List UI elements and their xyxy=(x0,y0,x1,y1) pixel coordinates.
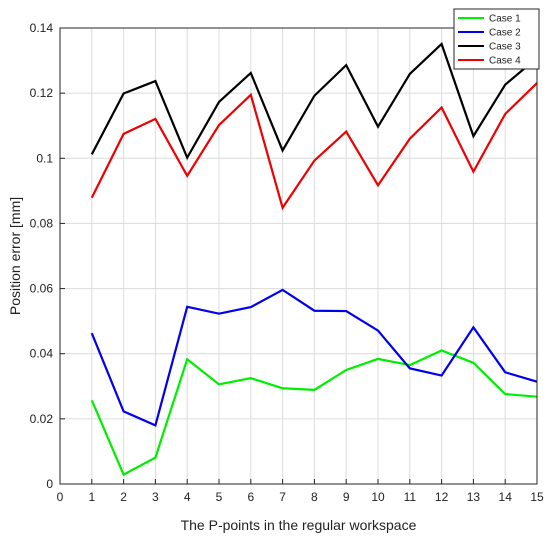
x-tick-label: 6 xyxy=(247,490,254,504)
legend-label: Case 2 xyxy=(489,28,521,39)
legend: Case 1 Case 2 Case 3 Case 4 xyxy=(453,8,540,70)
x-tick-label: 2 xyxy=(120,490,127,504)
x-tick-label: 1 xyxy=(88,490,95,504)
y-tick-label: 0.02 xyxy=(30,412,54,426)
x-tick-label: 8 xyxy=(311,490,318,504)
axis-ticks: 0 1 2 3 4 5 6 7 8 9 10 11 12 13 14 1500.020.040.060.080… xyxy=(30,21,544,504)
series-line xyxy=(90,41,538,161)
legend-label: Case 1 xyxy=(489,14,521,25)
y-tick-label: 0.08 xyxy=(30,216,54,230)
x-tick-label: 12 xyxy=(435,490,449,504)
x-tick-label: 15 xyxy=(530,490,544,504)
y-axis-label: Position error [mm] xyxy=(7,197,23,315)
x-tick-label: 0 xyxy=(57,490,64,504)
x-tick-label: 11 xyxy=(404,490,417,504)
x-tick-label: 10 xyxy=(371,490,385,504)
x-tick-label: 9 xyxy=(343,490,350,504)
x-tick-label: 4 xyxy=(184,490,191,504)
legend-label: Case 4 xyxy=(489,56,521,67)
series-line xyxy=(90,349,538,477)
legend-label: Case 3 xyxy=(489,42,521,53)
plot-frame xyxy=(59,27,538,485)
grid xyxy=(60,28,537,484)
series-line xyxy=(90,288,538,427)
x-tick-label: 14 xyxy=(499,490,513,504)
series-group xyxy=(90,41,538,477)
y-tick-label: 0.14 xyxy=(30,21,54,35)
y-tick-label: 0.12 xyxy=(30,86,54,100)
y-tick-label: 0.04 xyxy=(30,347,54,361)
y-tick-label: 0.06 xyxy=(30,282,54,296)
series-line xyxy=(90,82,538,211)
x-tick-label: 3 xyxy=(152,490,159,504)
y-tick-label: 0.1 xyxy=(36,151,53,165)
x-tick-label: 7 xyxy=(279,490,286,504)
x-tick-label: 5 xyxy=(216,490,223,504)
x-tick-label: 13 xyxy=(467,490,481,504)
y-tick-label: 0 xyxy=(46,477,53,491)
x-axis-label: The P-points in the regular workspace xyxy=(181,517,417,533)
